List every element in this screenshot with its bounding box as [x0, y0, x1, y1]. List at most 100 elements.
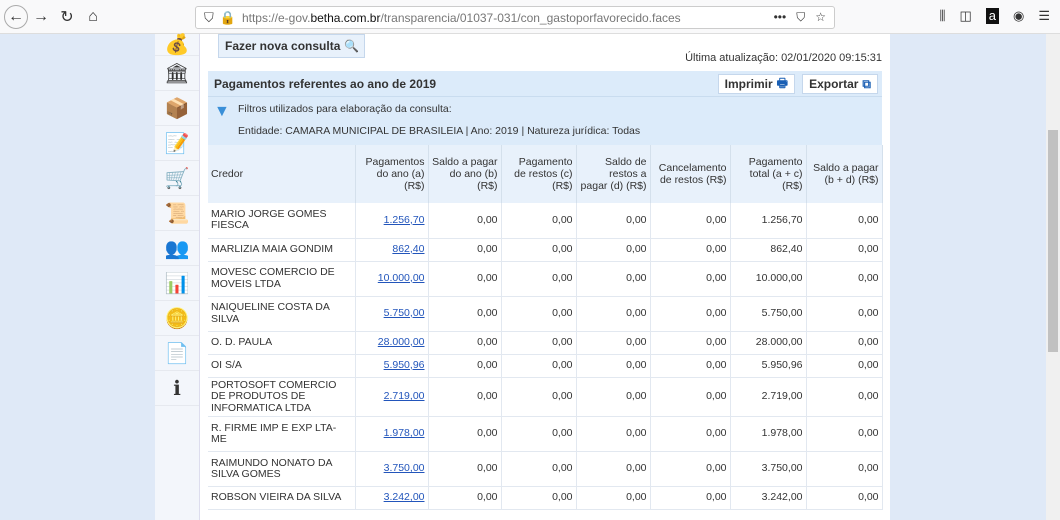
value-cell: 862,40 [730, 238, 807, 262]
back-icon[interactable]: ← [4, 4, 28, 29]
value-cell: 0,00 [501, 416, 577, 452]
creditor-cell: PORTOSOFT COMERCIO DE PRODUTOS DE INFORM… [208, 377, 356, 417]
column-header: Saldo de restos a pagar (d) (R$) [576, 145, 651, 203]
value-cell: 0,00 [650, 416, 731, 452]
value-cell: 0,00 [576, 377, 651, 417]
payment-link[interactable]: 3.750,00 [383, 462, 425, 475]
value-cell: 0,00 [650, 261, 731, 297]
column-header: Pagamento total (a + c) (R$) [730, 145, 807, 203]
spreadsheet-coins-icon[interactable]: 📊 [155, 266, 199, 301]
value-cell: 0,00 [650, 203, 731, 239]
shield-icon: ⛉ [204, 9, 214, 25]
value-cell: 0,00 [501, 486, 577, 510]
pdf-download-icon[interactable]: 📄 [155, 336, 199, 371]
boxes-icon[interactable]: 📦 [155, 91, 199, 126]
value-cell: 0,00 [428, 331, 502, 355]
payment-link[interactable]: 2.719,00 [383, 390, 425, 402]
scrollbar-thumb[interactable] [1048, 130, 1058, 352]
amazon-icon[interactable]: a [985, 8, 999, 24]
value-cell: 0,00 [576, 486, 651, 510]
browser-toolbar: ← → ↻ ⌂ ⛉ 🔒 https://e-gov. betha.com.br/t… [0, 0, 1060, 34]
forward-icon[interactable]: → [33, 7, 49, 25]
value-cell: 0,00 [650, 296, 731, 332]
value-cell: 0,00 [576, 354, 651, 378]
value-cell: 0,00 [428, 296, 502, 332]
value-cell: 1.978,00 [730, 416, 807, 452]
value-cell: 0,00 [576, 203, 651, 239]
payment-link[interactable]: 28.000,00 [377, 335, 425, 348]
last-update: Última atualização: 02/01/2020 09:15:31 [685, 52, 882, 64]
search-icon: 🔍 [344, 39, 360, 53]
value-cell: 1.256,70 [730, 203, 807, 239]
payment-cell: 10.000,00 [355, 261, 429, 297]
value-cell: 0,00 [806, 203, 883, 239]
creditor-cell: MOVESC COMERCIO DE MOVEIS LTDA [208, 261, 356, 297]
coins-minus-icon[interactable]: 💰 [155, 34, 199, 56]
url-bar[interactable]: ⛉ 🔒 https://e-gov. betha.com.br/transpare… [195, 6, 835, 29]
payment-link[interactable]: 1.256,70 [383, 213, 425, 226]
value-cell: 28.000,00 [730, 331, 807, 355]
value-cell: 5.750,00 [730, 296, 807, 332]
checklist-icon[interactable]: 📝 [155, 126, 199, 161]
scrollbar[interactable] [1046, 34, 1060, 520]
export-button[interactable]: Exportar ⧉ [802, 74, 878, 94]
library-icon[interactable]: ⫼ [939, 8, 946, 23]
coins-icon[interactable]: 🪙 [155, 301, 199, 336]
value-cell: 0,00 [576, 331, 651, 355]
filters-label: Filtros utilizados para elaboração da co… [238, 103, 452, 115]
value-cell: 0,00 [501, 331, 577, 355]
lock-icon: 🔒 [219, 9, 236, 25]
certificate-icon[interactable]: 📜 [155, 196, 199, 231]
home-icon[interactable]: ⌂ [88, 7, 98, 25]
more-icon[interactable]: ••• [773, 10, 787, 24]
payment-link[interactable]: 1.978,00 [383, 427, 425, 440]
value-cell: 2.719,00 [730, 377, 807, 417]
value-cell: 0,00 [501, 451, 577, 487]
export-label: Exportar [809, 77, 859, 91]
value-cell: 0,00 [501, 203, 577, 239]
value-cell: 0,00 [428, 203, 502, 239]
payment-cell: 3.750,00 [355, 451, 429, 487]
print-button[interactable]: Imprimir 🖶 [717, 74, 795, 94]
payments-table: Credor Pagamentos do ano (a) (R$) Saldo a … [208, 145, 883, 510]
value-cell: 0,00 [650, 331, 731, 355]
reload-icon[interactable]: ↻ [60, 8, 74, 26]
column-header: Cancelamento de restos (R$) [650, 145, 731, 203]
panel-header: Pagamentos referentes ao ano de 2019 Imp… [208, 71, 882, 97]
value-cell: 0,00 [576, 261, 651, 297]
payment-link[interactable]: 5.750,00 [383, 306, 425, 319]
account-icon[interactable]: ◉ [1013, 8, 1025, 23]
table-header-row: Credor Pagamentos do ano (a) (R$) Saldo a … [208, 145, 883, 203]
bank-icon[interactable]: 🏛 [155, 56, 199, 91]
payment-cell: 5.750,00 [355, 296, 429, 332]
table-row: MARLIZIA MAIA GONDIM 862,40 0,00 0,00 0,00 0,… [208, 238, 883, 262]
filter-icon: ▼ [214, 103, 230, 120]
value-cell: 0,00 [806, 238, 883, 262]
creditor-cell: NAIQUELINE COSTA DA SILVA [208, 296, 356, 332]
value-cell: 0,00 [650, 486, 731, 510]
page-content: 💰 🏛 📦 📝 🛒 📜 👥 📊 🪙 📄 ℹ Fazer nova consult… [155, 34, 890, 520]
value-cell: 0,00 [428, 416, 502, 452]
bookmark-star-icon[interactable]: ☆ [815, 10, 826, 24]
value-cell: 10.000,00 [730, 261, 807, 297]
people-icon[interactable]: 👥 [155, 231, 199, 266]
sidebar-icon[interactable]: ◫ [959, 8, 972, 23]
value-cell: 0,00 [650, 354, 731, 378]
payment-cell: 5.950,96 [355, 354, 429, 378]
info-icon[interactable]: ℹ [155, 371, 199, 406]
new-query-button[interactable]: Fazer nova consulta 🔍 [218, 34, 365, 58]
payment-link[interactable]: 5.950,96 [383, 358, 425, 371]
payment-cell: 28.000,00 [355, 331, 429, 355]
filters: ▼ Filtros utilizados para elaboração da … [208, 97, 882, 145]
value-cell: 0,00 [806, 331, 883, 355]
pocket-icon[interactable]: ⛉ [796, 10, 806, 24]
creditor-cell: RAIMUNDO NONATO DA SILVA GOMES [208, 451, 356, 487]
value-cell: 0,00 [428, 377, 502, 417]
cart-icon[interactable]: 🛒 [155, 161, 199, 196]
payment-link[interactable]: 862,40 [392, 242, 425, 255]
payment-link[interactable]: 3.242,00 [383, 491, 425, 504]
payment-link[interactable]: 10.000,00 [377, 271, 425, 284]
value-cell: 0,00 [501, 296, 577, 332]
menu-icon[interactable]: ☰ [1038, 8, 1050, 23]
value-cell: 0,00 [428, 261, 502, 297]
